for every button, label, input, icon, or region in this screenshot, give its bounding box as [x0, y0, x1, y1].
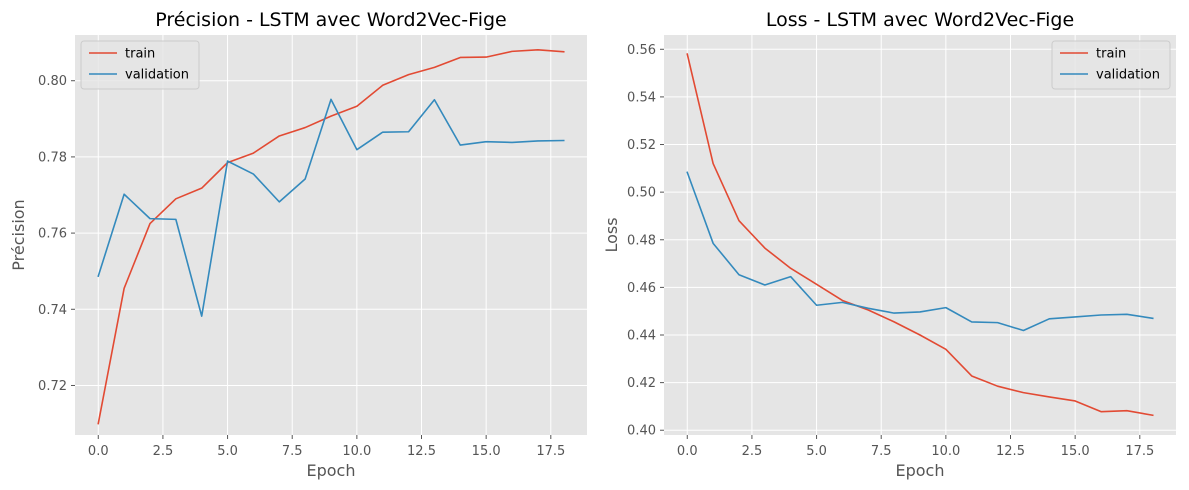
x-tick-label: 5.0: [806, 444, 827, 459]
x-tick-label: 10.0: [342, 444, 371, 459]
plot-area: [664, 35, 1176, 435]
y-tick-label: 0.78: [38, 150, 67, 165]
x-tick-label: 7.5: [282, 444, 303, 459]
x-tick-label: 2.5: [742, 444, 763, 459]
x-tick-label: 17.5: [536, 444, 565, 459]
y-tick-label: 0.76: [38, 227, 67, 242]
x-tick-label: 7.5: [871, 444, 892, 459]
legend-label-train: train: [125, 47, 155, 62]
y-tick-label: 0.72: [38, 379, 67, 394]
x-tick-label: 15.0: [472, 444, 501, 459]
x-tick-label: 2.5: [153, 444, 174, 459]
legend-label-validation: validation: [125, 68, 189, 83]
x-tick-label: 10.0: [931, 444, 960, 459]
x-tick-label: 5.0: [217, 444, 238, 459]
y-tick-label: 0.46: [627, 281, 656, 296]
x-axis-label: Epoch: [307, 461, 356, 480]
series-line-train: [686, 53, 1154, 417]
series-line-validation: [686, 171, 1154, 332]
series-line-train: [97, 49, 565, 425]
x-tick-label: 0.0: [88, 444, 109, 459]
y-tick-label: 0.50: [627, 186, 656, 201]
legend: train validation: [80, 40, 200, 90]
y-tick-label: 0.48: [627, 233, 656, 248]
legend-label-validation: validation: [1096, 68, 1160, 83]
x-tick-label: 0.0: [677, 444, 698, 459]
y-tick-label: 0.80: [38, 74, 67, 89]
series-line-validation: [97, 98, 565, 317]
y-axis-label: Loss: [602, 217, 621, 252]
loss-chart: 0.0 2.5 5.0 7.5 10.0 12.5 15.0 17.5 0.40 0.42 0.44…: [602, 9, 1176, 480]
y-tick-label: 0.56: [627, 43, 656, 58]
x-tick-label: 12.5: [996, 444, 1025, 459]
chart-title: Précision - LSTM avec Word2Vec-Fige: [155, 9, 506, 31]
y-tick-label: 0.44: [627, 329, 656, 344]
x-tick-label: 15.0: [1061, 444, 1090, 459]
y-tick-label: 0.52: [627, 138, 656, 153]
y-tick-label: 0.74: [38, 303, 67, 318]
y-tick-label: 0.54: [627, 90, 656, 105]
y-axis-label: Précision: [9, 199, 28, 270]
x-tick-label: 17.5: [1125, 444, 1154, 459]
chart-title: Loss - LSTM avec Word2Vec-Fige: [766, 9, 1074, 31]
legend-label-train: train: [1096, 47, 1126, 62]
legend: train validation: [1051, 40, 1171, 90]
plot-area: [75, 35, 587, 435]
x-axis-label: Epoch: [896, 461, 945, 480]
x-tick-label: 12.5: [407, 444, 436, 459]
precision-chart: 0.0 2.5 5.0 7.5 10.0 12.5 15.0 17.5 0.72 0.74 0.76…: [9, 9, 587, 480]
y-tick-label: 0.42: [627, 376, 656, 391]
y-tick-label: 0.40: [627, 424, 656, 439]
